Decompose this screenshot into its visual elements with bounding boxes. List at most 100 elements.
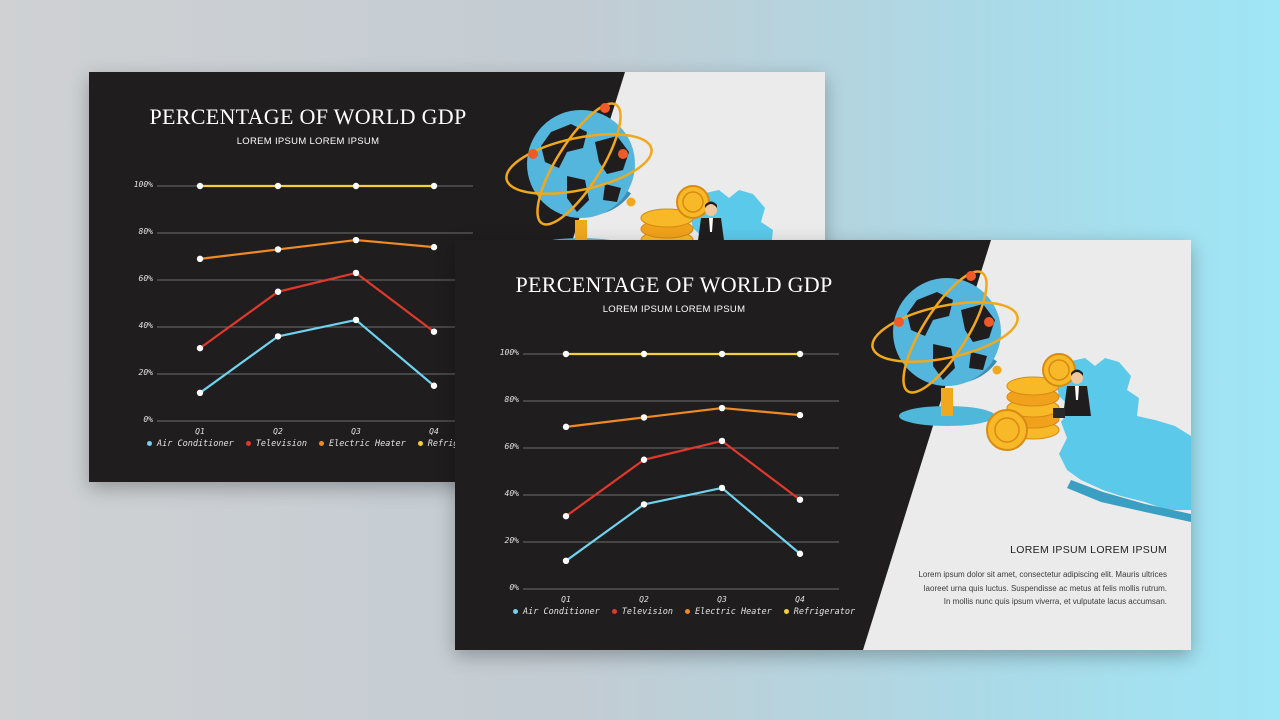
series-line-television bbox=[565, 439, 801, 518]
chart-legend: Air Conditioner Television Electric Heater… bbox=[513, 607, 867, 617]
bitcoin-coin-ring bbox=[994, 417, 1020, 443]
orbit-node bbox=[992, 365, 1002, 375]
x-tick-label: Q4 bbox=[795, 595, 805, 604]
slide-artwork bbox=[455, 240, 1191, 650]
x-tick-label: Q1 bbox=[195, 427, 205, 436]
bitcoin-coin-icon bbox=[986, 409, 1028, 451]
data-point bbox=[352, 236, 360, 244]
x-tick-label: Q1 bbox=[561, 595, 571, 604]
data-point bbox=[718, 350, 726, 358]
orbit-icon bbox=[902, 270, 988, 394]
legend-label: Television bbox=[621, 607, 673, 617]
continent-shape bbox=[933, 344, 955, 380]
orbit-node bbox=[966, 271, 976, 281]
y-tick-label: 100% bbox=[499, 348, 519, 357]
map-shadow-shape bbox=[1067, 480, 1191, 522]
legend-marker bbox=[513, 609, 518, 614]
legend-marker bbox=[684, 609, 690, 614]
legend-marker bbox=[417, 441, 423, 446]
continent-shape bbox=[969, 352, 987, 370]
legend-label: Electric Heater bbox=[694, 607, 772, 617]
y-tick-label: 20% bbox=[504, 536, 519, 545]
data-point bbox=[718, 404, 726, 412]
y-tick-label: 0% bbox=[509, 583, 519, 592]
legend-label: Refrigerator bbox=[793, 607, 856, 617]
orbit-node bbox=[984, 317, 994, 327]
orbit-node bbox=[894, 317, 904, 327]
data-point bbox=[796, 350, 804, 358]
bitcoin-coin-icon bbox=[1042, 353, 1076, 387]
y-tick-label: 100% bbox=[133, 180, 153, 189]
series-line-air-conditioner bbox=[565, 486, 801, 562]
globe-stand-post bbox=[941, 388, 953, 416]
orbit-icon bbox=[505, 133, 653, 195]
data-point bbox=[430, 243, 438, 251]
series-line-television bbox=[199, 271, 435, 350]
orbit-icon bbox=[871, 301, 1019, 363]
bitcoin-coin-ring bbox=[1048, 359, 1070, 381]
data-point bbox=[430, 328, 438, 335]
y-tick-label: 60% bbox=[138, 274, 153, 283]
chart-title: PERCENTAGE OF WORLD GDP bbox=[149, 104, 467, 129]
globe-illustration bbox=[871, 270, 1191, 522]
data-point bbox=[640, 456, 648, 463]
x-tick-label: Q3 bbox=[717, 595, 727, 604]
line-chart bbox=[523, 350, 839, 590]
orbit-node bbox=[618, 149, 628, 159]
data-point bbox=[718, 484, 726, 492]
legend-item: Television bbox=[611, 607, 673, 617]
legend-item: Refrigerator bbox=[783, 607, 856, 617]
legend-item: Electric Heater bbox=[318, 439, 406, 449]
slide-dark-panel bbox=[455, 240, 991, 650]
legend-item: Air Conditioner bbox=[147, 439, 234, 449]
data-point bbox=[352, 182, 360, 190]
chart-legend: Air Conditioner Television Electric Heater… bbox=[147, 439, 501, 449]
data-point bbox=[196, 389, 204, 396]
continent-shape bbox=[567, 176, 589, 212]
y-tick-label: 80% bbox=[138, 227, 153, 236]
data-point bbox=[430, 382, 438, 389]
y-tick-label: 0% bbox=[143, 415, 153, 424]
legend-item: Television bbox=[245, 439, 307, 449]
y-tick-label: 40% bbox=[138, 321, 153, 330]
legend-marker bbox=[611, 609, 617, 614]
legend-marker bbox=[783, 609, 789, 614]
data-point bbox=[274, 182, 282, 190]
chart-subtitle: LOREM IPSUM LOREM IPSUM bbox=[236, 136, 380, 147]
series-line-electric-heater bbox=[199, 238, 435, 260]
x-tick-label: Q2 bbox=[639, 595, 649, 604]
legend-marker bbox=[147, 441, 152, 446]
data-point bbox=[562, 557, 570, 564]
chart-title: PERCENTAGE OF WORLD GDP bbox=[515, 272, 833, 297]
data-point bbox=[196, 255, 204, 263]
data-point bbox=[196, 182, 204, 190]
y-tick-label: 20% bbox=[138, 368, 153, 377]
slide-preview-front[interactable]: 0% 20% 40% 60% 80% 100% Q1 Q2 Q3 Q4 PERCENTAGE OF … bbox=[455, 240, 1191, 650]
series-line-air-conditioner bbox=[199, 318, 435, 394]
data-point bbox=[196, 344, 204, 352]
orbit-node bbox=[528, 149, 538, 159]
x-tick-label: Q2 bbox=[273, 427, 283, 436]
side-body-text: Lorem ipsum dolor sit amet, consectetur … bbox=[918, 570, 1167, 606]
data-point bbox=[562, 512, 570, 520]
data-point bbox=[796, 496, 804, 503]
orbit-icon bbox=[536, 102, 622, 226]
orbit-node bbox=[600, 103, 610, 113]
data-point bbox=[640, 350, 648, 358]
data-point bbox=[640, 414, 648, 421]
bitcoin-coin-ring bbox=[682, 191, 704, 213]
orbit-node bbox=[626, 197, 636, 207]
data-point bbox=[796, 411, 804, 419]
data-point bbox=[274, 246, 282, 253]
legend-label: Air Conditioner bbox=[523, 607, 600, 617]
side-heading: LOREM IPSUM LOREM IPSUM bbox=[1010, 544, 1167, 556]
continent-shape bbox=[603, 184, 621, 202]
data-point bbox=[562, 350, 570, 358]
series-line-electric-heater bbox=[565, 406, 801, 428]
data-point bbox=[274, 288, 282, 295]
x-tick-label: Q4 bbox=[429, 427, 439, 436]
data-point bbox=[352, 316, 360, 324]
y-tick-label: 80% bbox=[504, 395, 519, 404]
data-point bbox=[562, 423, 570, 431]
legend-marker bbox=[245, 441, 251, 446]
